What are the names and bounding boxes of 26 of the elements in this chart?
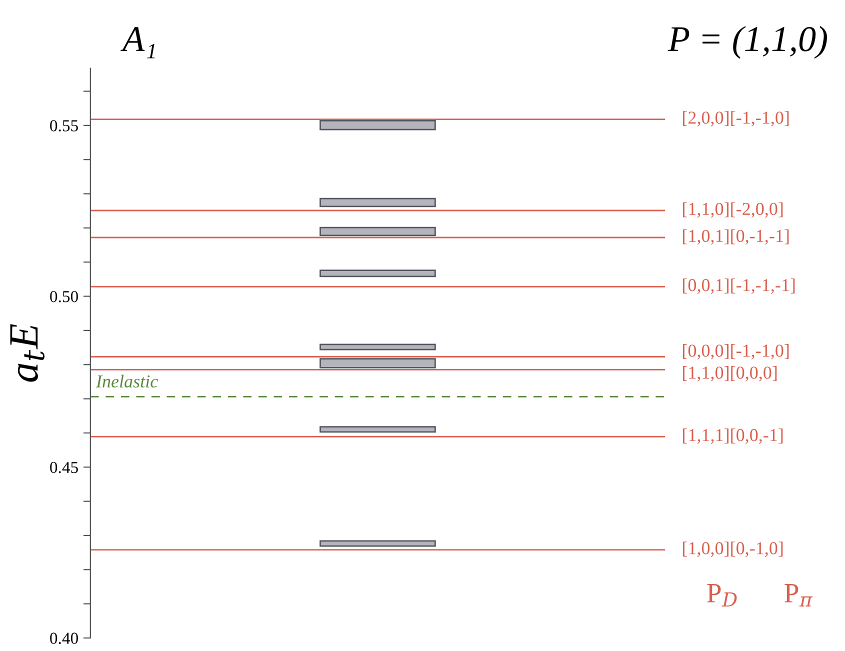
y-tick-label: 0.40 [50,632,78,644]
text: [2,0,0][-1,-1,0] [683,111,789,126]
text: [1,1,1][0,0,-1] [683,428,783,444]
bar [320,198,436,208]
chart-title: A₁ [120,27,155,58]
y-axis-title: a$_{t}$E [10,324,44,382]
y-tick-label: 0.50 [50,290,78,302]
bar [320,540,436,547]
bar [320,270,436,278]
text: [1,1,0][-2,0,0] [683,202,783,218]
text: P = (1,1,0) [668,26,827,59]
text: [0,0,0][-1,-1,0] [683,344,789,360]
bar [320,226,436,236]
bar [320,358,436,368]
bar [320,426,436,433]
y-tick-label: 0.45 [50,462,78,474]
y-tick-label: 0.55 [50,120,78,132]
ref-line-label: Inelastic [96,374,158,388]
bar [320,120,436,130]
text: P$_{D}$ [707,584,737,607]
text: [1,0,1][0,-1,-1] [683,229,789,245]
text: [1,1,0][0,0,0] [683,366,777,382]
text: [0,0,1][-1,-1,-1] [683,278,795,294]
bar [320,344,436,350]
text: [1,0,0][0,-1,0] [683,542,783,557]
text: P$_{π}$ [784,584,813,607]
